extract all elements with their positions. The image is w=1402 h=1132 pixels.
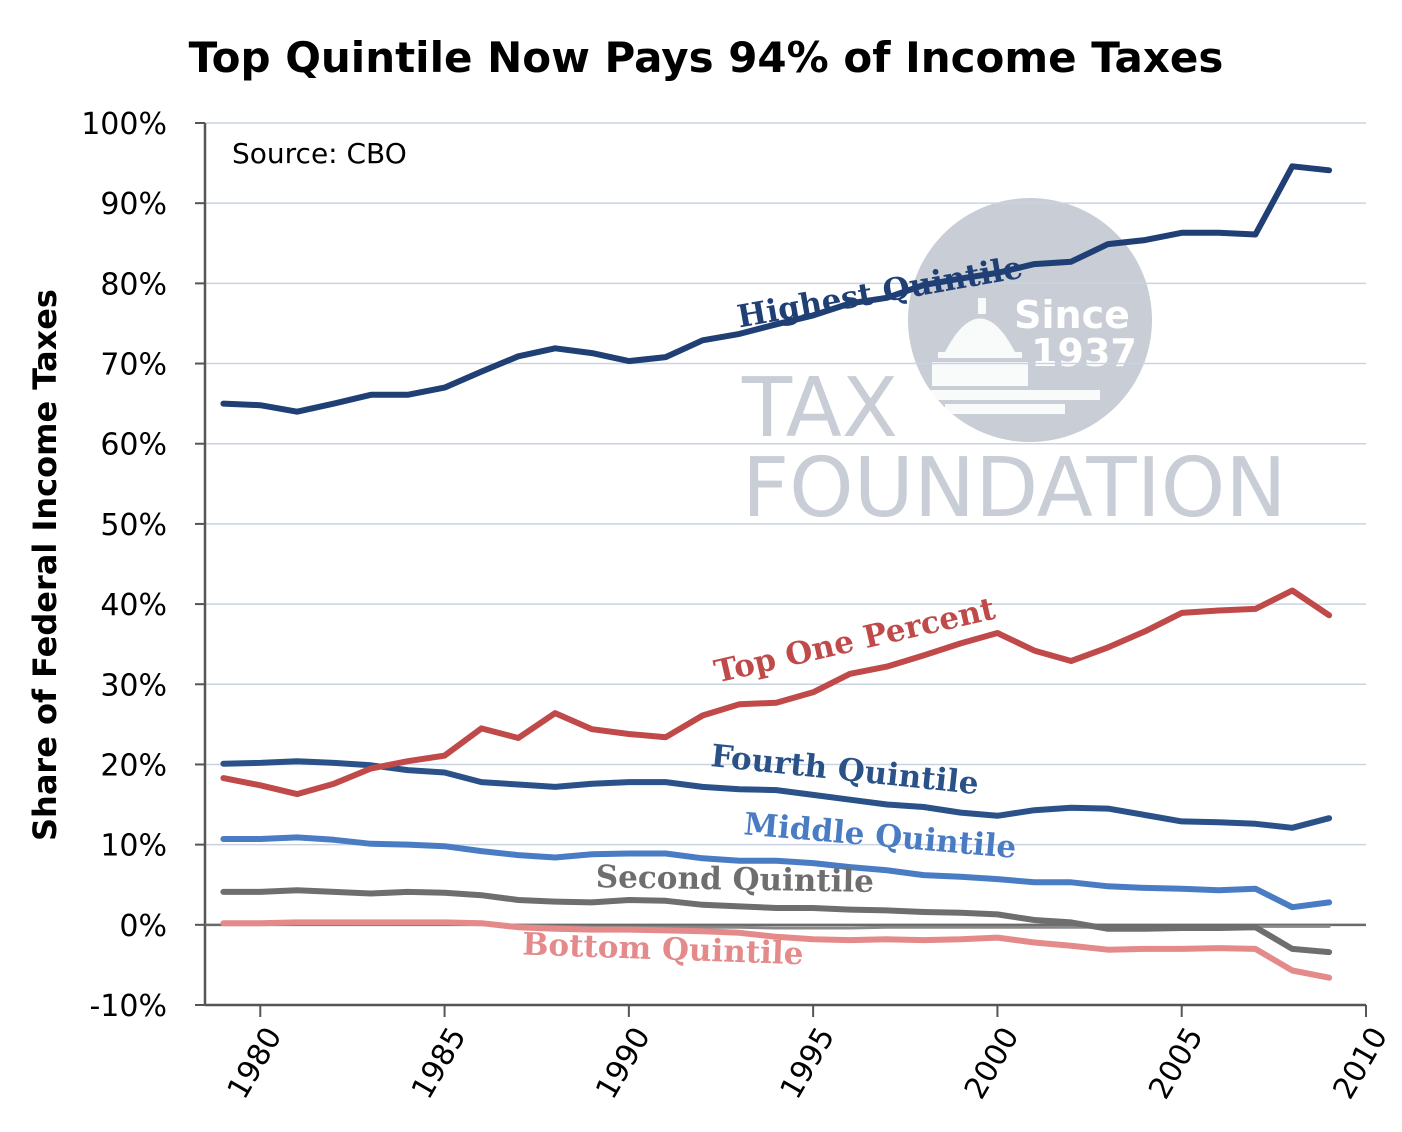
series-line-highest-quintile (220, 163, 1333, 415)
chart-title: Top Quintile Now Pays 94% of Income Taxe… (189, 33, 1224, 82)
y-tick-label: -10% (89, 989, 167, 1024)
watermark-year: 1937 (1031, 331, 1137, 375)
series-lines (220, 163, 1333, 981)
y-axis-label: Share of Federal Income Taxes (26, 289, 64, 841)
x-tick-label: 2005 (1142, 1022, 1210, 1106)
y-tick-labels: -10% 0% 10% 20% 30% 40% 50% 60% 70% 80% 90% 100% (81, 107, 167, 1024)
series-line-top-one-percent (220, 587, 1333, 798)
y-tick-label: 40% (100, 588, 167, 623)
y-tick-label: 50% (100, 508, 167, 543)
series-label-second-quintile: Second Quintile (596, 859, 875, 900)
x-tick-label: 1995 (774, 1022, 842, 1106)
series-line-second-quintile (220, 887, 1333, 956)
series-line-middle-quintile (220, 834, 1333, 911)
capitol-dome-icon (910, 298, 1100, 414)
series-line-bottom-quintile (220, 919, 1333, 981)
series-line-fourth-quintile (220, 758, 1333, 831)
y-tick-label: 100% (81, 107, 167, 142)
y-tick-label: 30% (100, 668, 167, 703)
y-tick-label: 70% (100, 348, 167, 383)
tax-foundation-watermark: Since 1937 TAX FOUNDATION (741, 198, 1287, 536)
y-tick-label: 20% (100, 748, 167, 783)
x-tick-label: 1980 (221, 1022, 289, 1106)
x-tick-label: 1985 (405, 1022, 473, 1106)
x-tick-label: 1990 (589, 1022, 657, 1106)
y-tick-label: 60% (100, 428, 167, 463)
watermark-foundation: FOUNDATION (742, 441, 1287, 536)
y-tick-label: 0% (119, 909, 167, 944)
x-tick-labels: 1980 1985 1990 1995 2000 2005 2010 (221, 1022, 1395, 1106)
y-tick-label: 90% (100, 187, 167, 222)
series-label-fourth-quintile: Fourth Quintile (709, 738, 980, 802)
y-tick-label: 10% (100, 829, 167, 864)
source-note: Source: CBO (232, 137, 407, 170)
x-tick-label: 2000 (958, 1022, 1026, 1106)
y-tick-label: 80% (100, 267, 167, 302)
watermark-tax: TAX (741, 361, 898, 456)
x-tick-label: 2010 (1326, 1022, 1394, 1106)
watermark-since: Since (1014, 293, 1130, 337)
